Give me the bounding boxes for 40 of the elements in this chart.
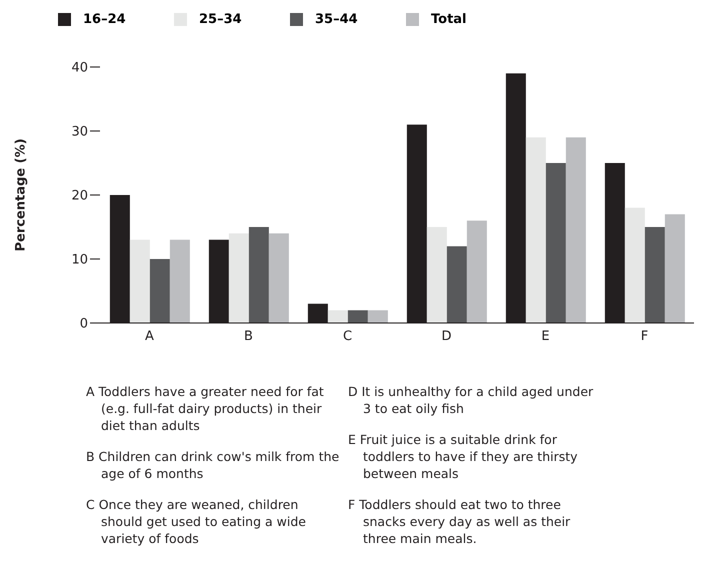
y-tick-label: 40	[71, 60, 88, 76]
bar	[150, 259, 170, 323]
x-tick-label: D	[441, 329, 452, 344]
bar	[228, 233, 249, 323]
y-axis-title: Percentage (%)	[14, 138, 29, 252]
x-tick-label: E	[541, 329, 550, 344]
legend-label: 25–34	[199, 12, 242, 27]
bar	[348, 310, 368, 323]
legend-label: Total	[431, 12, 467, 27]
text: E Fruit juice is a suitable drink for toddlers to have if they are thirsty between meals	[348, 431, 579, 482]
bar	[546, 163, 566, 323]
bar	[248, 227, 269, 323]
bar	[328, 310, 348, 323]
bar	[664, 214, 685, 323]
legend-label: 16–24	[83, 12, 126, 27]
text: C Once they are weaned, children should get used to eating a wide variety of foods	[86, 496, 307, 547]
x-tick-label: B	[244, 329, 253, 344]
bar	[268, 233, 289, 323]
bar	[170, 240, 190, 323]
bar	[644, 227, 665, 323]
bar	[526, 137, 546, 323]
bar	[566, 137, 586, 323]
x-tick-label: F	[640, 329, 648, 344]
bar	[624, 208, 645, 323]
bar	[368, 310, 388, 323]
text: A Toddlers have a greater need for fat (e.g. full-fat dairy products) in their diet than adults	[86, 383, 325, 434]
y-tick-label: 10	[71, 252, 88, 268]
text: F Toddlers should eat two to three snacks every day as well as their three main meals.	[348, 496, 572, 547]
x-tick-label: A	[145, 329, 154, 344]
legend-label: 35–44	[315, 12, 358, 27]
bar	[466, 220, 487, 323]
y-tick-label: 30	[71, 124, 88, 140]
bar	[130, 240, 150, 323]
y-tick-label: 20	[71, 188, 88, 204]
text: B Children can drink cow's milk from the age of 6 months	[86, 448, 340, 482]
y-tick-label: 0	[80, 316, 88, 332]
bar	[426, 227, 447, 323]
text: D It is unhealthy for a child aged under 3 to eat oily fish	[348, 383, 594, 417]
bar	[446, 246, 467, 323]
x-tick-label: C	[342, 329, 352, 344]
